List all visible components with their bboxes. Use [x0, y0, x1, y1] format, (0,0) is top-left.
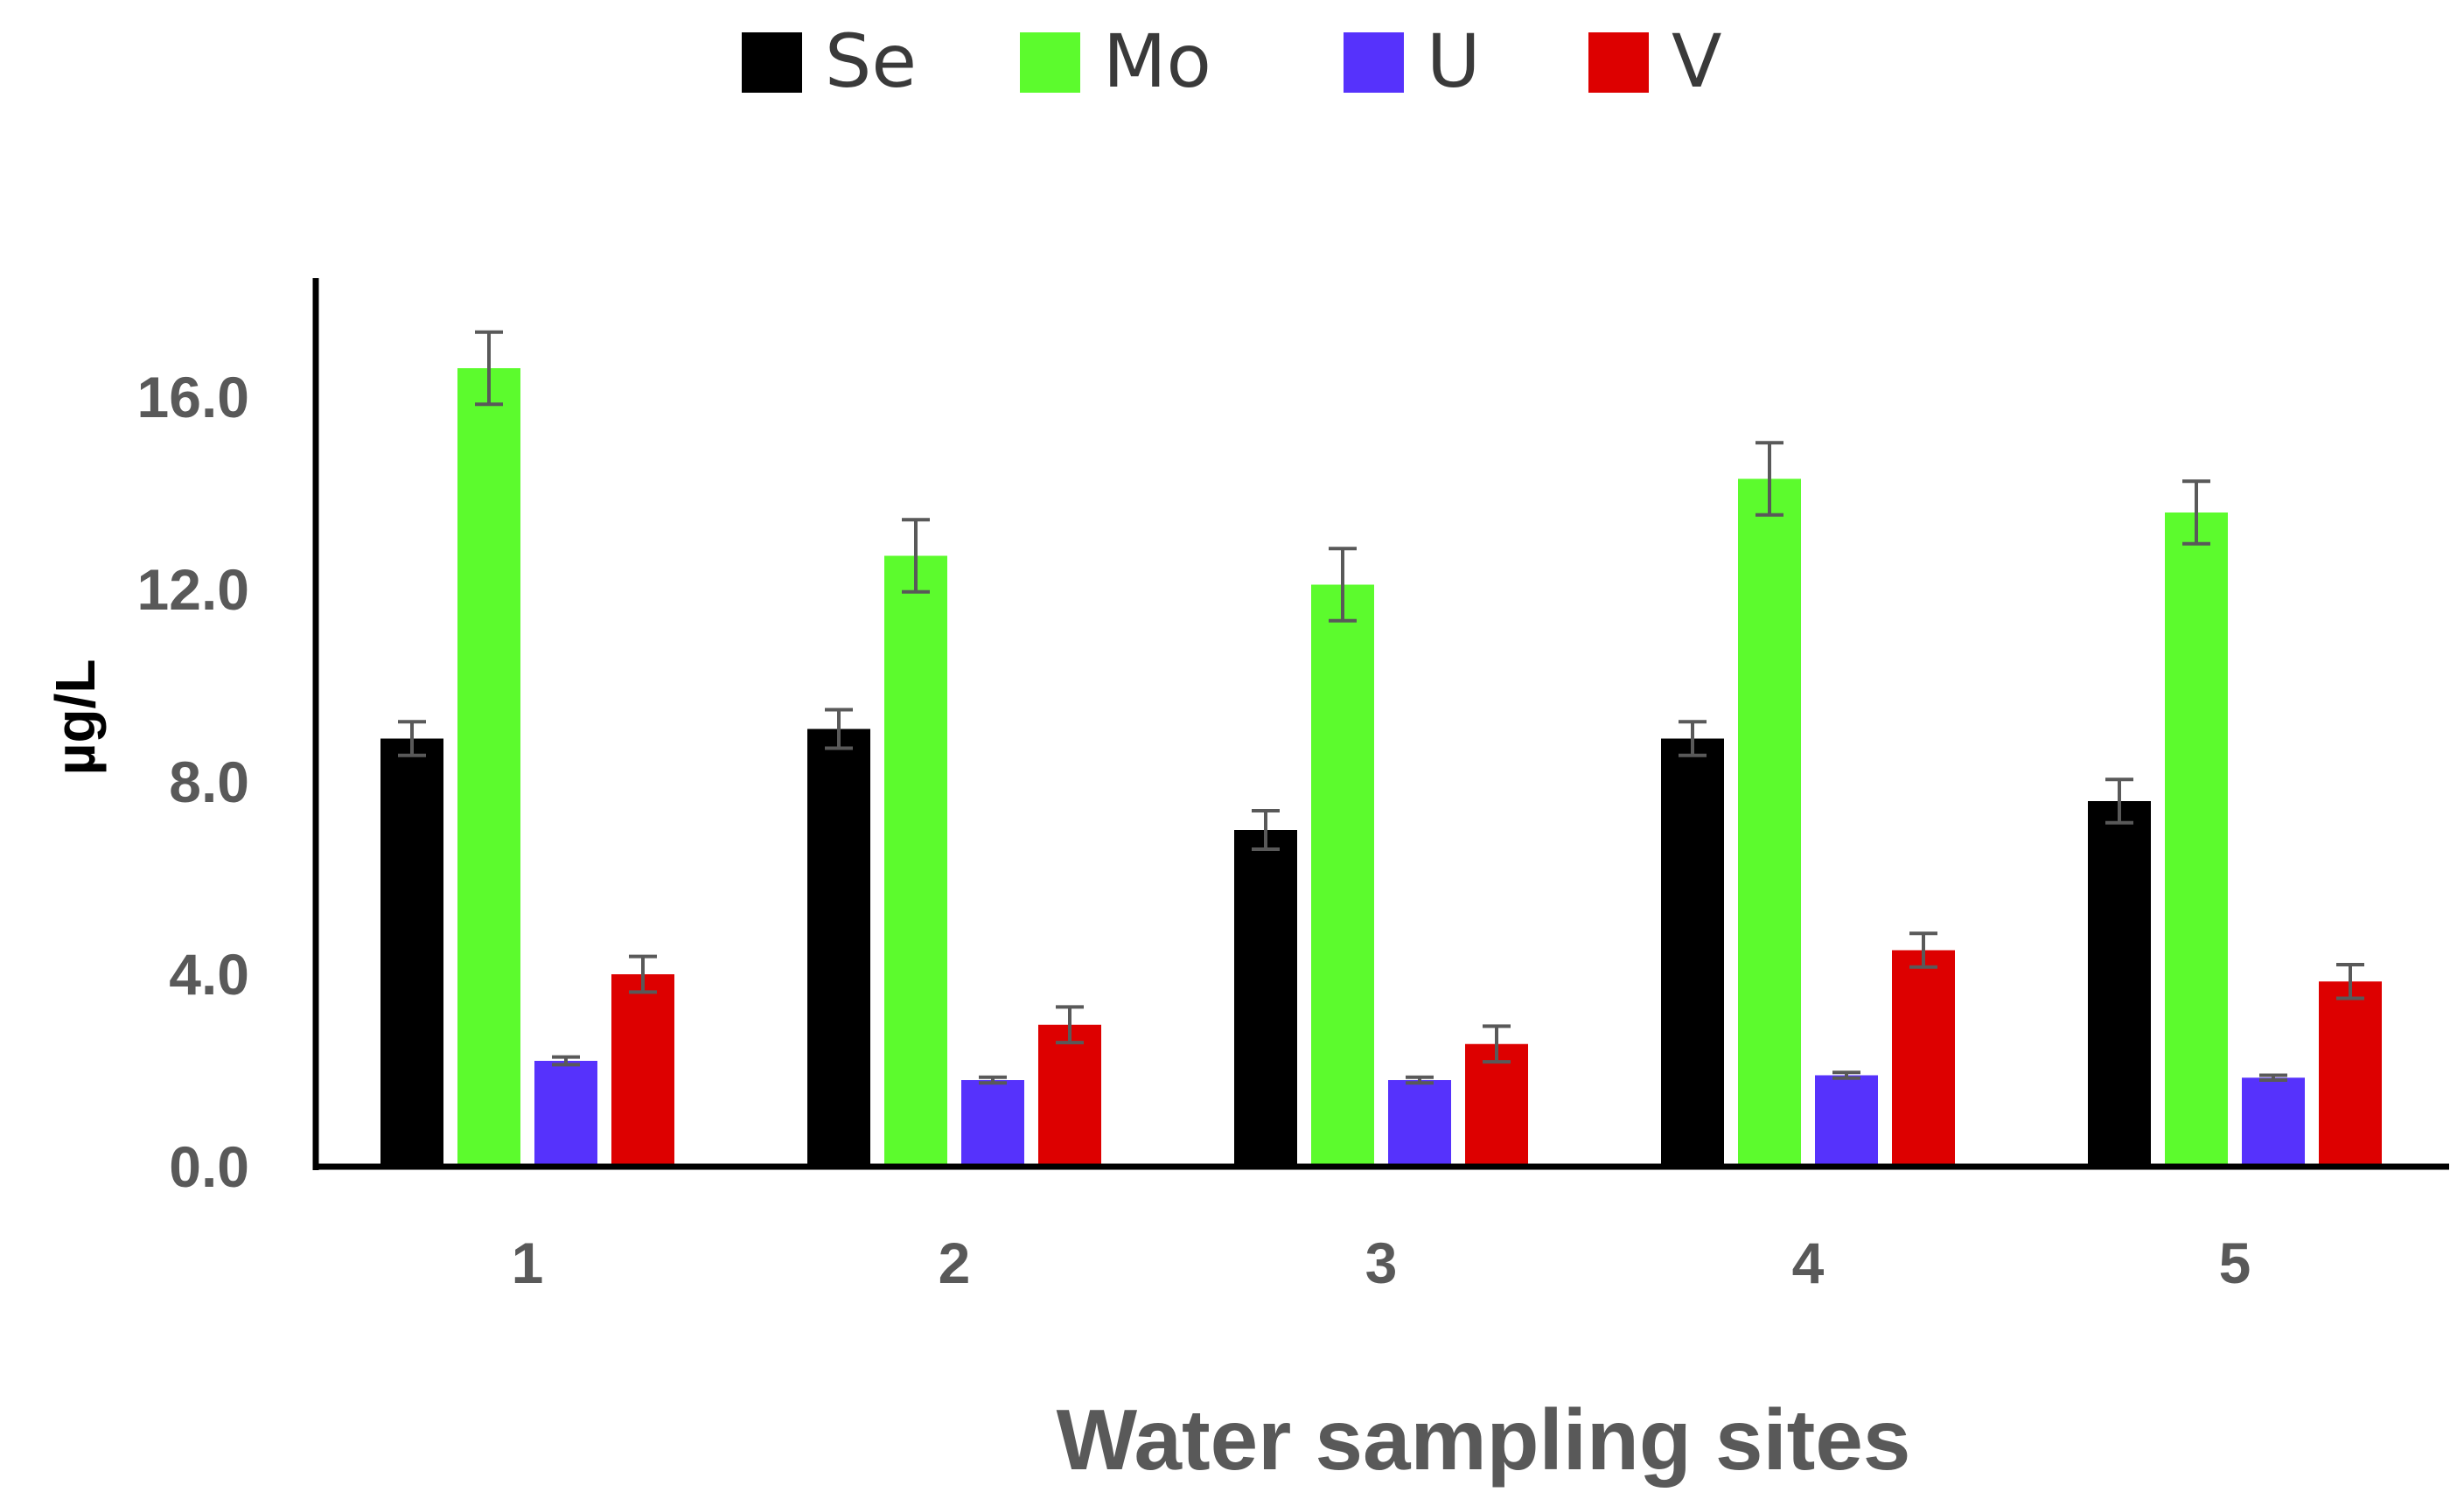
error-bar-v-site-4 [1909, 931, 1937, 969]
error-bar-se-site-4 [1679, 720, 1707, 757]
x-tick-label: 5 [2219, 1231, 2251, 1295]
bar-mo-site-4 [1738, 478, 1801, 1167]
error-bar-mo-site-4 [1756, 441, 1783, 517]
bar-u-site-5 [2242, 1077, 2305, 1167]
error-bar-v-site-1 [629, 954, 657, 994]
error-bar-u-site-1 [552, 1055, 580, 1067]
x-axis-label: Water sampling sites [1057, 1391, 1911, 1488]
x-tick-label: 2 [939, 1231, 971, 1295]
legend-label-mo: Mo [1103, 18, 1211, 104]
bar-u-site-1 [534, 1061, 597, 1167]
x-tick-label: 4 [1792, 1231, 1825, 1295]
error-bars [398, 330, 2364, 1085]
y-tick-label: 4.0 [169, 942, 249, 1007]
bar-u-site-4 [1815, 1075, 1878, 1167]
error-bar-mo-site-2 [902, 518, 930, 594]
legend: Se Mo U V [742, 18, 1721, 104]
error-bar-mo-site-3 [1329, 547, 1357, 623]
legend-label-u: U [1427, 18, 1480, 104]
error-bar-v-site-5 [2336, 963, 2364, 1001]
error-bar-v-site-3 [1483, 1024, 1511, 1064]
bar-u-site-2 [961, 1080, 1024, 1167]
bar-se-site-1 [380, 738, 443, 1167]
error-bar-se-site-3 [1252, 809, 1280, 851]
error-bar-u-site-5 [2259, 1073, 2287, 1082]
error-bar-u-site-3 [1406, 1075, 1434, 1085]
error-bar-se-site-5 [2105, 777, 2133, 825]
bar-mo-site-3 [1311, 584, 1374, 1167]
legend-swatch-mo [1020, 32, 1080, 93]
bar-se-site-5 [2088, 801, 2151, 1167]
error-bar-se-site-2 [825, 708, 853, 750]
bar-mo-site-1 [457, 368, 520, 1167]
x-tick-labels: 1 2 3 4 5 [512, 1231, 2251, 1295]
bar-mo-site-5 [2165, 512, 2228, 1167]
y-tick-label: 8.0 [169, 750, 249, 814]
bar-se-site-3 [1234, 830, 1297, 1167]
x-tick-label: 1 [512, 1231, 544, 1295]
legend-swatch-se [742, 32, 802, 93]
bar-se-site-2 [807, 729, 870, 1167]
bar-v-site-3 [1465, 1043, 1528, 1167]
legend-item-u: U [1344, 18, 1480, 104]
legend-swatch-u [1344, 32, 1404, 93]
y-tick-labels: 0.0 4.0 8.0 12.0 16.0 [137, 365, 249, 1199]
legend-item-v: V [1588, 18, 1721, 104]
bar-v-site-2 [1038, 1024, 1101, 1167]
y-tick-label: 12.0 [137, 557, 249, 622]
y-tick-label: 16.0 [137, 365, 249, 429]
error-bar-u-site-4 [1832, 1070, 1860, 1080]
error-bar-mo-site-5 [2182, 479, 2210, 546]
bar-se-site-4 [1661, 738, 1724, 1167]
bar-v-site-1 [611, 974, 674, 1167]
legend-item-se: Se [742, 18, 917, 104]
legend-swatch-v [1588, 32, 1649, 93]
bar-v-site-5 [2319, 981, 2382, 1167]
error-bar-u-site-2 [979, 1075, 1007, 1085]
y-tick-label: 0.0 [169, 1134, 249, 1199]
bar-mo-site-2 [884, 555, 947, 1167]
error-bar-v-site-2 [1056, 1005, 1084, 1045]
y-axis-label: µg/L [44, 659, 107, 776]
x-tick-label: 3 [1365, 1231, 1398, 1295]
bars [380, 368, 2382, 1167]
bar-v-site-4 [1892, 950, 1955, 1167]
error-bar-mo-site-1 [475, 330, 503, 407]
legend-item-mo: Mo [1020, 18, 1211, 104]
legend-label-se: Se [825, 18, 917, 104]
bar-u-site-3 [1388, 1080, 1451, 1167]
error-bar-se-site-1 [398, 720, 426, 757]
legend-label-v: V [1672, 18, 1721, 104]
